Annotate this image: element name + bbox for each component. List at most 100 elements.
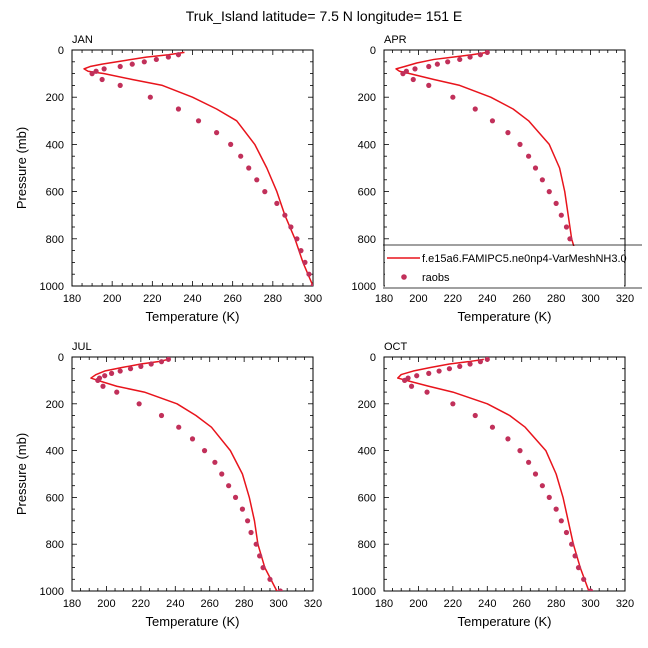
x-tick-label: 320: [304, 598, 322, 610]
raobs-point: [147, 94, 153, 100]
x-axis-title: Temperature (K): [146, 309, 240, 324]
raobs-point: [248, 529, 254, 536]
y-tick-label: 400: [358, 139, 376, 151]
raobs-point: [477, 52, 483, 58]
raobs-point: [445, 59, 451, 65]
raobs-point: [450, 94, 456, 100]
model-profile-line: [83, 51, 313, 286]
legend-model-label: f.e15a6.FAMIPC5.ne0np4-VarMeshNH3.0: [422, 253, 627, 265]
legend-background: [385, 246, 624, 287]
x-tick-label: 280: [547, 598, 565, 610]
panel-label-jul: JUL: [72, 341, 92, 353]
y-tick-label: 200: [46, 92, 64, 104]
raobs-point: [117, 63, 123, 70]
x-axis-title: Temperature (K): [458, 309, 552, 324]
raobs-point: [219, 471, 225, 477]
raobs-point: [412, 66, 418, 72]
plot-frame-jul: [71, 356, 314, 592]
y-tick-label: 600: [46, 492, 64, 504]
raobs-point: [436, 368, 442, 374]
raobs-point: [158, 359, 165, 365]
raobs-point: [117, 82, 123, 88]
raobs-point: [526, 153, 532, 159]
x-tick-label: 260: [223, 293, 241, 305]
x-axis-title: Temperature (K): [458, 614, 552, 629]
x-tick-label: 300: [304, 293, 322, 305]
x-tick-label: 240: [166, 598, 184, 610]
x-tick-label: 260: [513, 598, 531, 610]
raobs-point: [581, 576, 587, 582]
figure-title: Truk_Island latitude= 7.5 N longitude= 1…: [186, 8, 463, 24]
x-tick-label: 180: [375, 293, 393, 305]
x-tick-label: 200: [97, 598, 115, 610]
raobs-point: [526, 459, 532, 465]
raobs-point: [239, 506, 246, 512]
raobs-point: [101, 66, 107, 72]
x-axis-title: Temperature (K): [146, 614, 240, 629]
y-tick-label: 800: [46, 539, 64, 551]
raobs-point: [517, 448, 523, 454]
raobs-point: [553, 506, 559, 512]
x-tick-label: 300: [581, 293, 599, 305]
panels: 180 200 220 240 260 280 300 0 200 400 600 800 1000 JA…: [14, 34, 634, 629]
raobs-point: [489, 424, 496, 430]
y-tick-label: 200: [358, 92, 376, 104]
raobs-point: [569, 541, 575, 547]
raobs-point: [505, 130, 511, 136]
raobs-point: [274, 200, 280, 206]
raobs-point: [558, 212, 564, 218]
raobs-point: [467, 54, 473, 60]
raobs-point: [426, 370, 432, 376]
raobs-point: [424, 389, 430, 395]
raobs-point: [254, 177, 260, 183]
raobs-point: [484, 357, 490, 362]
raobs-point: [176, 424, 182, 430]
y-tick-label: 800: [358, 234, 376, 246]
y-tick-label: 400: [46, 139, 64, 151]
raobs-point: [238, 153, 244, 159]
raobs-point: [532, 165, 539, 171]
raobs-point: [136, 401, 142, 407]
raobs-point: [158, 412, 165, 419]
x-tick-label: 200: [409, 598, 427, 610]
y-axis-title: Pressure (mb): [14, 127, 29, 209]
raobs-point: [546, 494, 552, 500]
raobs-point: [165, 54, 171, 60]
x-tick-label: 280: [235, 598, 253, 610]
raobs-point: [108, 370, 115, 376]
y-tick-label: 0: [370, 352, 376, 364]
raobs-point: [426, 63, 432, 70]
raobs-point: [100, 383, 106, 389]
raobs-point: [129, 61, 135, 67]
panel-oct: 180 200 220 240 260 280 300 320 0 200 400 600 800 100…: [352, 341, 635, 629]
y-tick-label: 400: [358, 446, 376, 458]
x-tick-label: 220: [143, 293, 161, 305]
x-tick-label: 260: [201, 598, 219, 610]
raobs-point: [505, 436, 511, 442]
raobs-point: [298, 248, 304, 254]
raobs-point: [127, 366, 134, 372]
raobs-point: [302, 259, 308, 265]
y-tick-label: 200: [358, 399, 376, 411]
raobs-point: [434, 61, 440, 67]
y-tick-label: 600: [46, 187, 64, 199]
raobs-point: [517, 141, 523, 147]
raobs-point: [310, 283, 313, 286]
raobs-point: [201, 448, 208, 454]
raobs-point: [400, 71, 406, 77]
raobs-point: [567, 236, 573, 242]
y-tick-label: 800: [358, 539, 376, 551]
y-tick-label: 1000: [40, 281, 64, 293]
raobs-point: [477, 359, 483, 365]
plot-data-jan: [83, 51, 313, 286]
raobs-point: [99, 76, 105, 83]
raobs-point: [408, 383, 415, 389]
plot-frame-oct: [383, 356, 626, 592]
x-tick-label: 180: [63, 293, 81, 305]
raobs-point: [95, 377, 101, 383]
raobs-point: [226, 483, 232, 489]
raobs-point: [563, 224, 570, 230]
panel-label-jan: JAN: [72, 34, 93, 46]
x-tick-label: 300: [269, 598, 287, 610]
